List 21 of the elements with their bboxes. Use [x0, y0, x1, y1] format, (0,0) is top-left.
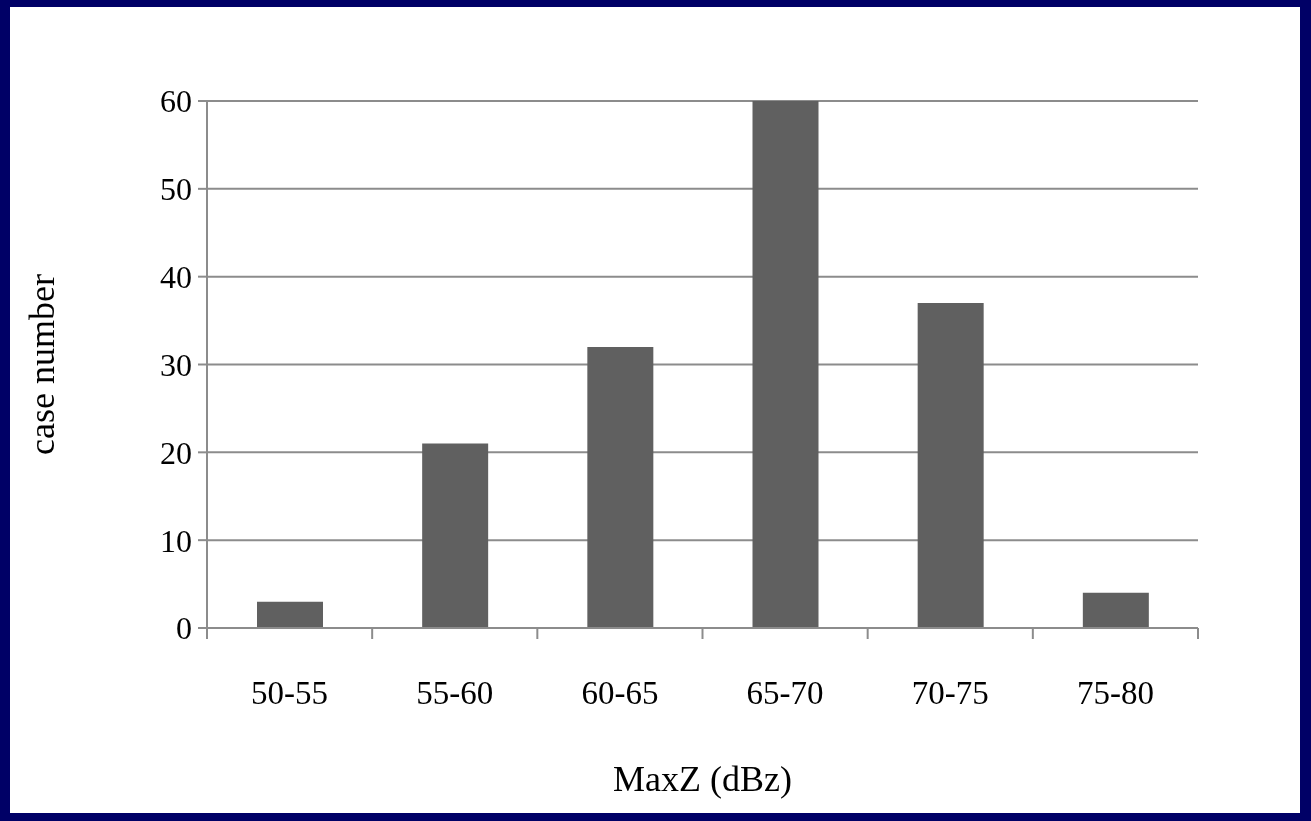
bar — [422, 443, 489, 628]
x-tick-label: 65-70 — [746, 675, 824, 711]
x-tick-label: 50-55 — [251, 675, 329, 711]
bar — [257, 601, 323, 628]
x-tick-label: 55-60 — [416, 675, 494, 711]
y-tick-label: 20 — [160, 434, 192, 471]
bar — [752, 101, 819, 628]
bar — [917, 303, 984, 628]
x-tick-label: 75-80 — [1076, 675, 1154, 711]
y-tick-label: 50 — [160, 171, 192, 208]
y-axis-title: case number — [22, 274, 62, 455]
x-axis-title: MaxZ (dBz) — [613, 759, 792, 799]
x-tick-label: 60-65 — [581, 675, 659, 711]
y-tick-label: 0 — [176, 610, 192, 647]
y-tick-label: 30 — [160, 346, 192, 383]
bar — [587, 346, 654, 628]
y-tick-label: 40 — [160, 259, 192, 296]
x-tick-label: 70-75 — [911, 675, 989, 711]
y-tick-label: 60 — [160, 83, 192, 120]
y-tick-label: 10 — [160, 522, 192, 559]
bar — [1082, 592, 1149, 628]
